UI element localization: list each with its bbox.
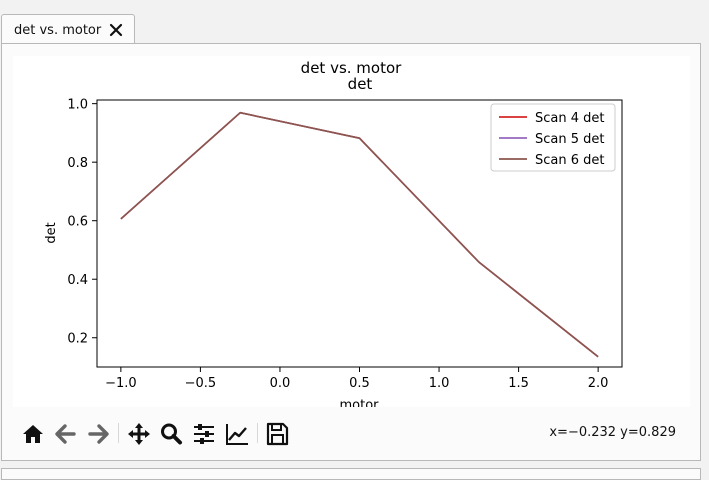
home-icon[interactable] xyxy=(20,421,46,447)
legend-label: Scan 4 det xyxy=(535,111,605,126)
x-tick-label: 0.0 xyxy=(270,376,291,391)
edit-axis-icon[interactable] xyxy=(224,421,250,447)
toolbar-separator xyxy=(118,423,119,443)
legend-label: Scan 5 det xyxy=(535,132,605,147)
tab-label: det vs. motor xyxy=(14,23,102,38)
lower-panel xyxy=(1,468,701,480)
y-axis: 0.2 0.4 0.6 0.8 1.0 xyxy=(67,98,97,347)
x-tick-label: −1.0 xyxy=(105,376,137,391)
y-tick-label: 0.6 xyxy=(67,215,88,230)
axes-title: det xyxy=(348,75,373,93)
x-tick-label: 0.5 xyxy=(349,376,370,391)
navigation-toolbar: x=−0.232 y=0.829 xyxy=(1,409,699,457)
zoom-icon[interactable] xyxy=(158,421,184,447)
tab-bar: det vs. motor xyxy=(0,0,709,44)
y-tick-label: 1.0 xyxy=(67,98,88,113)
figure-canvas: det vs. motor det −1.0 −0.5 0.0 0.5 1.0 1.5 2.… xyxy=(13,56,690,407)
x-tick-label: 2.0 xyxy=(588,376,609,391)
y-tick-label: 0.2 xyxy=(67,332,88,347)
x-tick-label: 1.5 xyxy=(508,376,529,391)
x-axis-label: motor xyxy=(339,398,379,407)
legend-box xyxy=(490,103,616,172)
y-tick-label: 0.8 xyxy=(67,156,88,171)
tab-det-vs-motor[interactable]: det vs. motor xyxy=(1,14,135,44)
y-tick-label: 0.4 xyxy=(67,273,88,288)
y-axis-label: det xyxy=(44,222,59,243)
close-icon[interactable] xyxy=(108,22,124,38)
figure-suptitle: det vs. motor xyxy=(301,59,402,77)
pan-icon[interactable] xyxy=(126,421,152,447)
cursor-coordinates: x=−0.232 y=0.829 xyxy=(549,425,676,440)
x-axis: −1.0 −0.5 0.0 0.5 1.0 1.5 2.0 xyxy=(105,367,608,391)
series-line-3 xyxy=(120,111,599,358)
legend: Scan 4 det Scan 5 det Scan 6 det xyxy=(490,103,616,172)
configure-subplots-icon[interactable] xyxy=(191,421,217,447)
x-tick-label: −0.5 xyxy=(185,376,217,391)
x-tick-label: 1.0 xyxy=(429,376,450,391)
plot-lines xyxy=(120,111,599,358)
toolbar-separator xyxy=(257,423,258,443)
forward-arrow-icon[interactable] xyxy=(85,421,111,447)
chart-svg: det vs. motor det −1.0 −0.5 0.0 0.5 1.0 1.5 2.… xyxy=(44,59,623,407)
save-icon[interactable] xyxy=(264,421,290,447)
legend-label: Scan 6 det xyxy=(535,153,605,168)
back-arrow-icon[interactable] xyxy=(53,421,79,447)
